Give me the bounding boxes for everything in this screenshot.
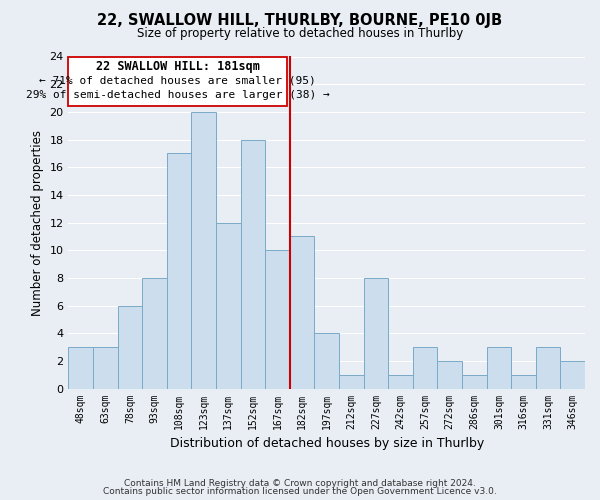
Bar [511, 374, 536, 388]
Bar [339, 374, 364, 388]
Bar [191, 112, 216, 388]
Text: ← 71% of detached houses are smaller (95): ← 71% of detached houses are smaller (95… [40, 75, 316, 85]
X-axis label: Distribution of detached houses by size in Thurlby: Distribution of detached houses by size … [170, 437, 484, 450]
Bar [487, 347, 511, 389]
Bar [560, 361, 585, 388]
Bar [93, 347, 118, 389]
Y-axis label: Number of detached properties: Number of detached properties [31, 130, 44, 316]
Bar [241, 140, 265, 388]
FancyBboxPatch shape [68, 56, 287, 106]
Text: 29% of semi-detached houses are larger (38) →: 29% of semi-detached houses are larger (… [26, 90, 329, 101]
Text: Size of property relative to detached houses in Thurlby: Size of property relative to detached ho… [137, 28, 463, 40]
Bar [68, 347, 93, 389]
Bar [388, 374, 413, 388]
Bar [536, 347, 560, 389]
Text: 22 SWALLOW HILL: 181sqm: 22 SWALLOW HILL: 181sqm [96, 60, 260, 73]
Bar [437, 361, 462, 388]
Bar [216, 222, 241, 388]
Bar [413, 347, 437, 389]
Bar [118, 306, 142, 388]
Bar [167, 154, 191, 388]
Text: Contains HM Land Registry data © Crown copyright and database right 2024.: Contains HM Land Registry data © Crown c… [124, 478, 476, 488]
Bar [265, 250, 290, 388]
Bar [290, 236, 314, 388]
Bar [142, 278, 167, 388]
Text: Contains public sector information licensed under the Open Government Licence v3: Contains public sector information licen… [103, 487, 497, 496]
Bar [364, 278, 388, 388]
Bar [314, 333, 339, 388]
Text: 22, SWALLOW HILL, THURLBY, BOURNE, PE10 0JB: 22, SWALLOW HILL, THURLBY, BOURNE, PE10 … [97, 12, 503, 28]
Bar [462, 374, 487, 388]
